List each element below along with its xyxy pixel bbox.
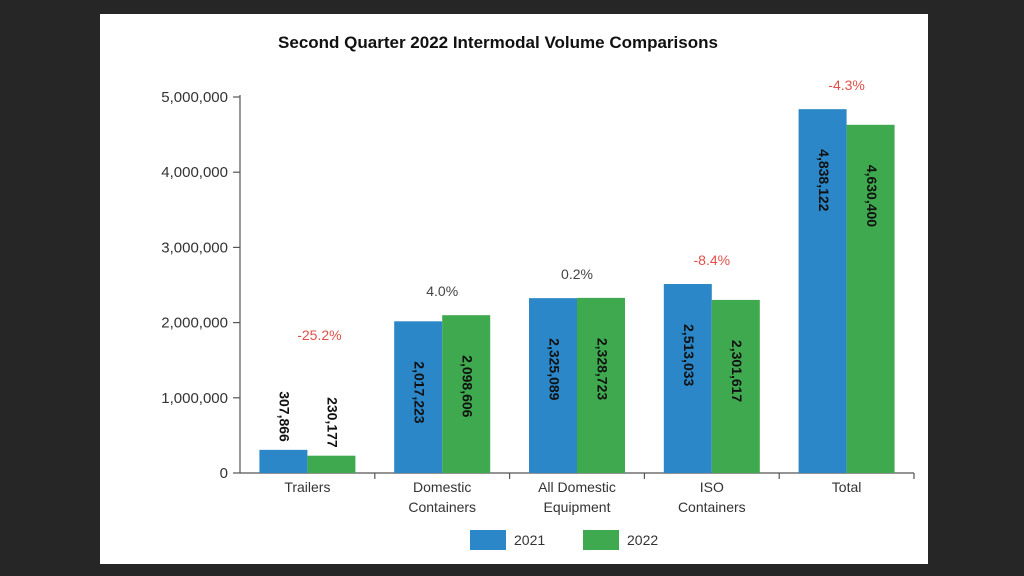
bar-2022-2 <box>577 297 625 473</box>
x-tick-label: Total <box>832 479 862 495</box>
bar-2021-2 <box>529 298 577 473</box>
x-tick-label: ISO <box>700 479 724 495</box>
x-tick-label: Trailers <box>284 479 330 495</box>
value-label: 2,328,723 <box>594 338 610 400</box>
legend-swatch-2022 <box>583 530 619 550</box>
x-tick-label: Containers <box>678 499 746 515</box>
y-tick-label: 2,000,000 <box>161 315 228 332</box>
percent-change-label: 4.0% <box>426 283 458 299</box>
y-tick-label: 1,000,000 <box>161 390 228 407</box>
value-label: 4,630,400 <box>864 165 880 227</box>
legend-label: 2022 <box>627 532 658 548</box>
percent-change-label: -25.2% <box>297 327 341 343</box>
legend: 2021 2022 <box>470 530 658 550</box>
value-label: 2,513,033 <box>681 324 697 386</box>
y-tick-label: 5,000,000 <box>161 89 228 106</box>
x-tick-label: All Domestic <box>538 479 616 495</box>
legend-swatch-2021 <box>470 530 506 550</box>
value-label: 2,325,089 <box>546 338 562 400</box>
bars <box>259 109 895 474</box>
bar-2022-3 <box>711 299 760 473</box>
y-tick-label: 4,000,000 <box>161 164 228 181</box>
axes: 0 1,000,000 2,000,000 3,000,000 4,000,000 5,0… <box>161 89 915 515</box>
bar-2021-3 <box>663 284 712 473</box>
value-label: 307,866 <box>277 391 293 442</box>
bar-2021-1 <box>394 321 443 473</box>
x-tick-label: Equipment <box>544 499 611 515</box>
chart-card: Second Quarter 2022 Intermodal Volume Co… <box>100 14 928 564</box>
chart-title: Second Quarter 2022 Intermodal Volume Co… <box>278 33 718 52</box>
percent-change-label: -8.4% <box>694 252 731 268</box>
bar-2021-4 <box>798 109 847 474</box>
percent-change-label: -4.3% <box>828 77 865 93</box>
percent-change-label: 0.2% <box>561 266 593 282</box>
value-label: 230,177 <box>325 397 341 448</box>
x-tick-label: Containers <box>408 499 476 515</box>
x-tick-label: Domestic <box>413 479 471 495</box>
bar-2021-0 <box>259 449 308 473</box>
value-label: 4,838,122 <box>816 149 832 211</box>
value-labels: 307,866 230,177 -25.2% 2,017,223 2,098,606 4.… <box>277 77 880 448</box>
value-label: 2,301,617 <box>729 340 745 402</box>
bar-2022-4 <box>846 124 895 474</box>
y-tick-label: 3,000,000 <box>161 239 228 256</box>
bar-2022-0 <box>307 455 356 473</box>
y-tick-label: 0 <box>220 465 228 482</box>
value-label: 2,098,606 <box>459 355 475 417</box>
bar-2022-1 <box>442 315 491 473</box>
legend-label: 2021 <box>514 532 545 548</box>
bar-chart: Second Quarter 2022 Intermodal Volume Co… <box>161 33 915 550</box>
value-label: 2,017,223 <box>411 361 427 423</box>
